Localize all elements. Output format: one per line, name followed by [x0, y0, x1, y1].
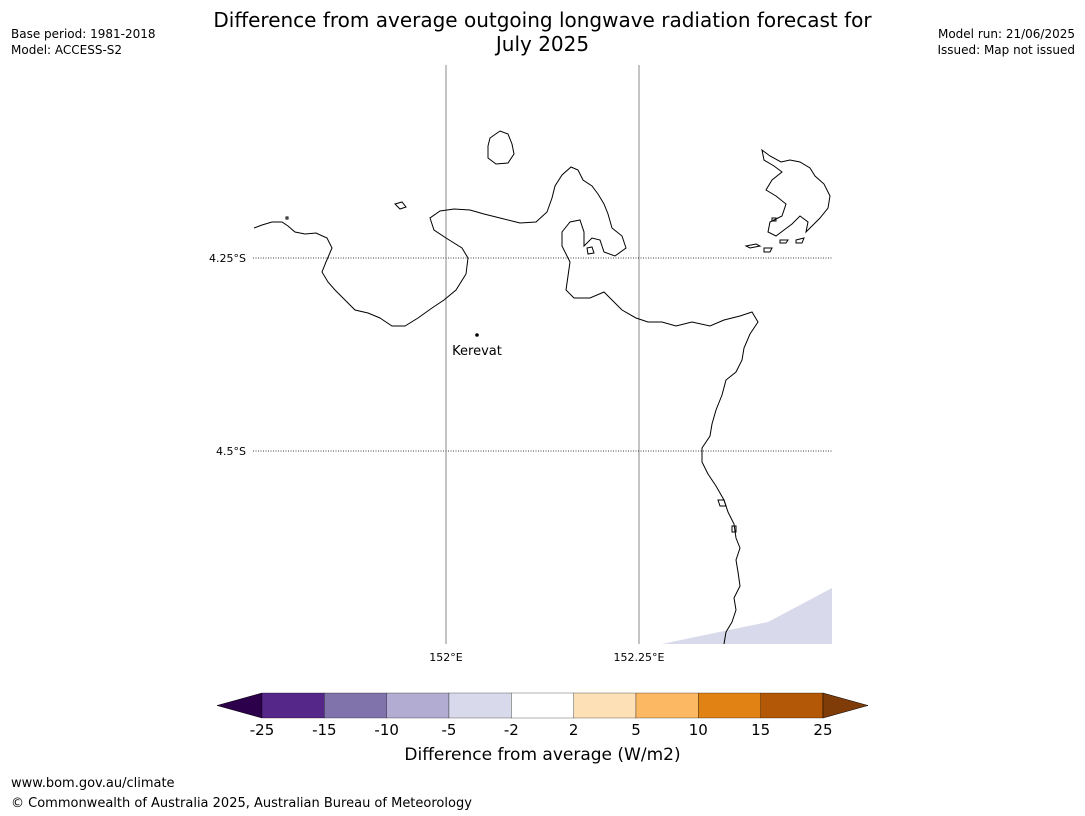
kerevat-label: Kerevat	[452, 344, 502, 359]
base-period: Base period: 1981-2018	[11, 27, 156, 41]
meta-left: Base period: 1981-2018 Model: ACCESS-S2	[11, 26, 156, 58]
colorbar-tick-label: 25	[813, 721, 832, 739]
islet-west	[394, 201, 407, 210]
duke-of-york-islet-1	[744, 243, 762, 249]
issued-status: Issued: Map not issued	[937, 43, 1075, 57]
footer-url: www.bom.gov.au/climate	[11, 776, 175, 791]
islet-tiny	[285, 216, 289, 220]
colorbar-tick-label: 2	[569, 721, 579, 739]
colorbar-tick-label: -25	[250, 721, 275, 739]
island-north	[487, 130, 515, 165]
colorbar-segment	[635, 692, 699, 719]
colorbar-segment	[511, 692, 574, 719]
colorbar-segment	[698, 692, 761, 719]
meta-right: Model run: 21/06/2025 Issued: Map not is…	[937, 26, 1075, 58]
model-name: Model: ACCESS-S2	[11, 43, 123, 57]
footer-copyright: © Commonwealth of Australia 2025, Austra…	[11, 796, 472, 811]
coastline-inlet-2	[731, 525, 737, 533]
colorbar-tick-label: 10	[689, 721, 708, 739]
map-title: Difference from average outgoing longwav…	[0, 8, 1085, 56]
kerevat-marker	[475, 333, 479, 337]
colorbar-segment	[261, 692, 325, 719]
coastline	[253, 130, 831, 645]
lon-label-152: 152°E	[429, 651, 462, 664]
colorbar-segment	[386, 692, 450, 719]
colorbar-arrow-left	[216, 692, 263, 719]
duke-of-york-main	[761, 148, 831, 237]
colorbar-arrow-right	[822, 692, 869, 719]
colorbar-tick-label: 5	[631, 721, 641, 739]
duke-of-york-islet-3	[779, 239, 789, 244]
lon-label-152-25: 152.25°E	[614, 651, 665, 664]
colorbar-tick-label: -2	[504, 721, 519, 739]
duke-of-york-islet-5	[771, 217, 777, 222]
colorbar-tick-label: 15	[751, 721, 770, 739]
islet-bay	[586, 246, 595, 255]
colorbar: -25 -15 -10 -5 -2 2 5 10 15 25	[216, 692, 869, 739]
coastline-inlet	[717, 499, 727, 507]
map-panel: Kerevat 4.25°S 4.5°S 152°E 152.25°E	[209, 65, 832, 664]
duke-of-york-islet-4	[795, 237, 805, 244]
colorbar-segments	[216, 692, 869, 719]
title-line-1: Difference from average outgoing longwav…	[213, 8, 872, 32]
colorbar-ticks: -25 -15 -10 -5 -2 2 5 10 15 25	[250, 721, 833, 739]
model-run: Model run: 21/06/2025	[937, 27, 1075, 41]
colorbar-tick-label: -5	[442, 721, 457, 739]
anomaly-shading	[662, 588, 832, 644]
coastline-main	[253, 166, 759, 645]
title-line-2: July 2025	[495, 32, 590, 56]
colorbar-segment	[760, 692, 824, 719]
colorbar-tick-label: -10	[374, 721, 399, 739]
colorbar-segment	[324, 692, 387, 719]
colorbar-segment	[448, 692, 512, 719]
colorbar-label: Difference from average (W/m2)	[404, 745, 681, 765]
duke-of-york-islet-2	[763, 247, 773, 253]
colorbar-segment	[573, 692, 637, 719]
colorbar-tick-label: -15	[312, 721, 337, 739]
lat-label-4-5: 4.5°S	[216, 445, 246, 458]
lat-label-4-25: 4.25°S	[209, 252, 246, 265]
